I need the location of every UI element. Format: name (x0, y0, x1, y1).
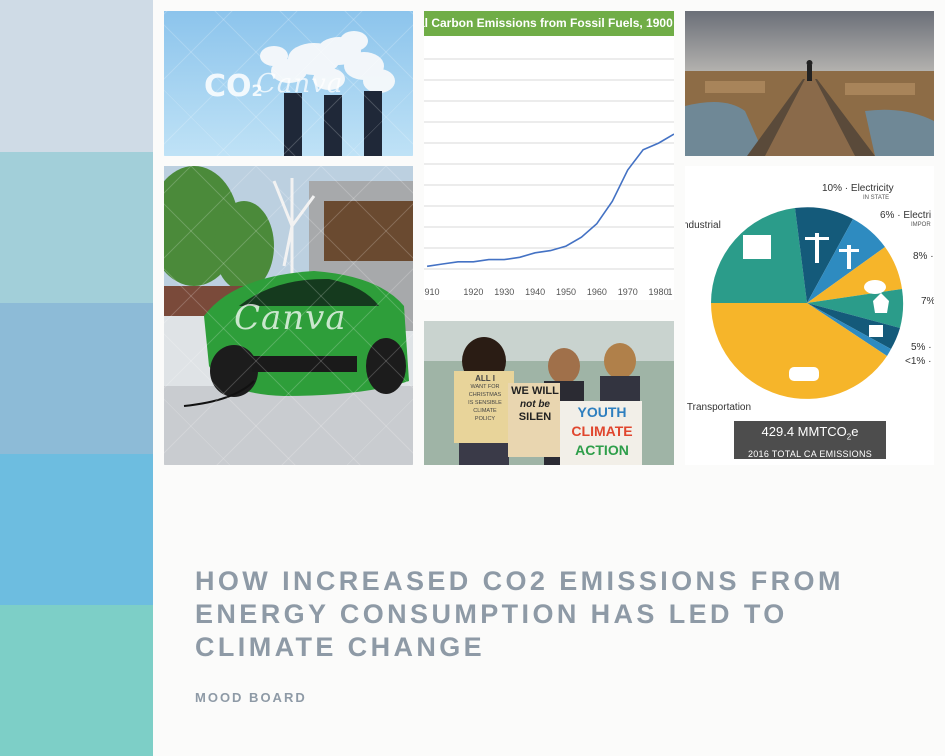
x-tick-label: 1980 (649, 287, 669, 297)
smokestack-image[interactable]: CO2 Canva (164, 11, 413, 156)
chart-title: al Carbon Emissions from Fossil Fuels, 1… (424, 11, 674, 36)
cow-icon (864, 280, 886, 294)
climate-protest-image[interactable]: ALL I WANT FOR CHRISTMAS IS SENSIBLE CLI… (424, 321, 674, 465)
mood-board-subtitle: MOOD BOARD (195, 690, 307, 705)
electric-car-image[interactable]: Canva (164, 166, 413, 465)
pie-slice-other (807, 303, 891, 356)
color-swatch-3 (0, 303, 153, 454)
protest-sign-2: WE WILL not be SILEN (511, 385, 559, 423)
svg-text:<1% ·: <1% · (905, 356, 931, 367)
svg-text:10% · Electricity: 10% · Electricity (822, 183, 894, 194)
mood-board-title: HOW INCREASED CO2 EMISSIONS FROM ENERGY … (195, 566, 844, 662)
total-emissions-box: 429.4 MMTCO2e 2016 TOTAL CA EMISSIONS (734, 421, 886, 459)
svg-text:6% · Electri: 6% · Electri (880, 210, 931, 221)
emissions-series-line (426, 133, 674, 268)
ca-emissions-pie-chart[interactable]: 10% · Electricity IN STATE 6% · Electri … (685, 166, 934, 465)
car-icon (789, 367, 819, 381)
house-icon (873, 293, 889, 313)
x-tick-label: 1950 (556, 287, 576, 297)
pipeline-image[interactable] (685, 11, 934, 156)
co2-cloud-text: CO2 (204, 69, 263, 104)
store-icon (869, 325, 883, 337)
pie-slice-electricity-imports (807, 219, 885, 303)
x-tick-label: 1960 (587, 287, 607, 297)
svg-text:ndustrial: ndustrial (685, 220, 721, 231)
pie-slice-electricity-in-state (795, 207, 853, 303)
pie-slice-transportation (711, 303, 887, 399)
color-swatch-2 (0, 152, 153, 303)
power-line-icon (847, 245, 851, 269)
svg-text:IMPOR: IMPOR (911, 222, 931, 228)
watermark-text: Canva (234, 298, 347, 338)
color-swatch-5 (0, 605, 153, 756)
svg-text:8% ·: 8% · (913, 251, 934, 262)
svg-text:5% ·: 5% · (911, 342, 932, 353)
protest-sign-1: ALL I WANT FOR CHRISTMAS IS SENSIBLE CLI… (468, 374, 502, 423)
x-tick-label: 1920 (463, 287, 483, 297)
watermark-text: Canva (256, 69, 344, 99)
x-tick-label: 1940 (525, 287, 545, 297)
power-line-icon (815, 233, 819, 263)
protest-sign-3: YOUTH CLIMATE ACTION (571, 404, 633, 458)
svg-text:IN STATE: IN STATE (863, 195, 889, 201)
svg-text:7%: 7% (921, 296, 934, 307)
emissions-line-chart[interactable]: al Carbon Emissions from Fossil Fuels, 1… (424, 11, 674, 300)
factory-icon (743, 235, 771, 259)
x-tick-label: 1970 (618, 287, 638, 297)
pie-slice-commercial (807, 303, 900, 349)
svg-text:· Transportation: · Transportation (685, 402, 751, 413)
color-swatch-4 (0, 454, 153, 605)
x-tick-label: 1930 (494, 287, 514, 297)
x-tick-label: 910 (424, 287, 439, 297)
x-tick-label: 1 (667, 287, 672, 297)
color-swatch-1 (0, 0, 153, 152)
